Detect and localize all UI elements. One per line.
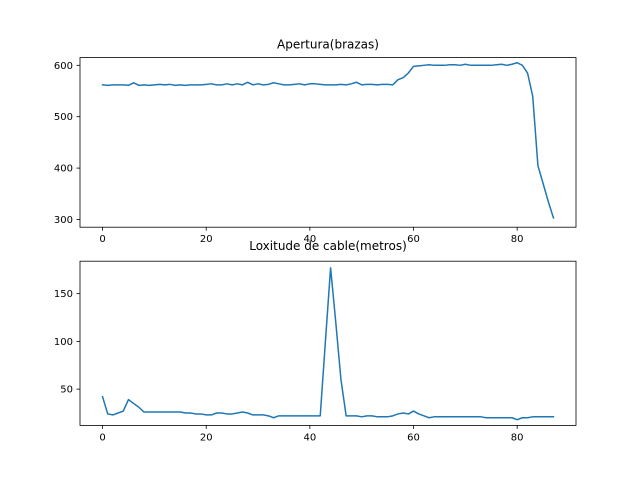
y-tick-label: 150 [54, 289, 73, 300]
chart-panel-loxitude: Loxitude de cable(metros) 0 20 40 60 80 50 100… [54, 239, 577, 443]
series-line-loxitude [101, 267, 555, 421]
y-tick-label: 500 [54, 112, 73, 123]
series-line-apertura [101, 61, 555, 219]
axes-frame-apertura [79, 57, 577, 228]
x-tick-label: 40 [303, 432, 316, 443]
x-tick-label: 60 [407, 432, 420, 443]
x-tick-label: 60 [407, 234, 420, 245]
axes-frame-loxitude [79, 260, 577, 426]
x-tick-label: 20 [200, 432, 213, 443]
y-tick-label: 600 [54, 61, 73, 72]
y-tick-label: 400 [54, 164, 73, 175]
y-tick-label: 50 [60, 385, 73, 396]
chart-title-loxitude: Loxitude de cable(metros) [249, 239, 407, 253]
x-tick-label: 20 [200, 234, 213, 245]
axis-ticks: 0 20 40 60 80 50 100 150 [54, 289, 524, 443]
chart-title-apertura: Apertura(brazas) [277, 38, 379, 52]
x-tick-label: 40 [303, 234, 316, 245]
x-tick-label: 80 [511, 432, 524, 443]
chart-panel-apertura: Apertura(brazas) 0 20 40 60 80 300 400 500 600 [54, 38, 577, 245]
x-tick-label: 0 [99, 234, 105, 245]
y-tick-label: 100 [54, 337, 73, 348]
x-tick-label: 0 [99, 432, 105, 443]
y-tick-label: 300 [54, 215, 73, 226]
x-tick-label: 80 [511, 234, 524, 245]
axis-ticks: 0 20 40 60 80 300 400 500 600 [54, 61, 524, 245]
